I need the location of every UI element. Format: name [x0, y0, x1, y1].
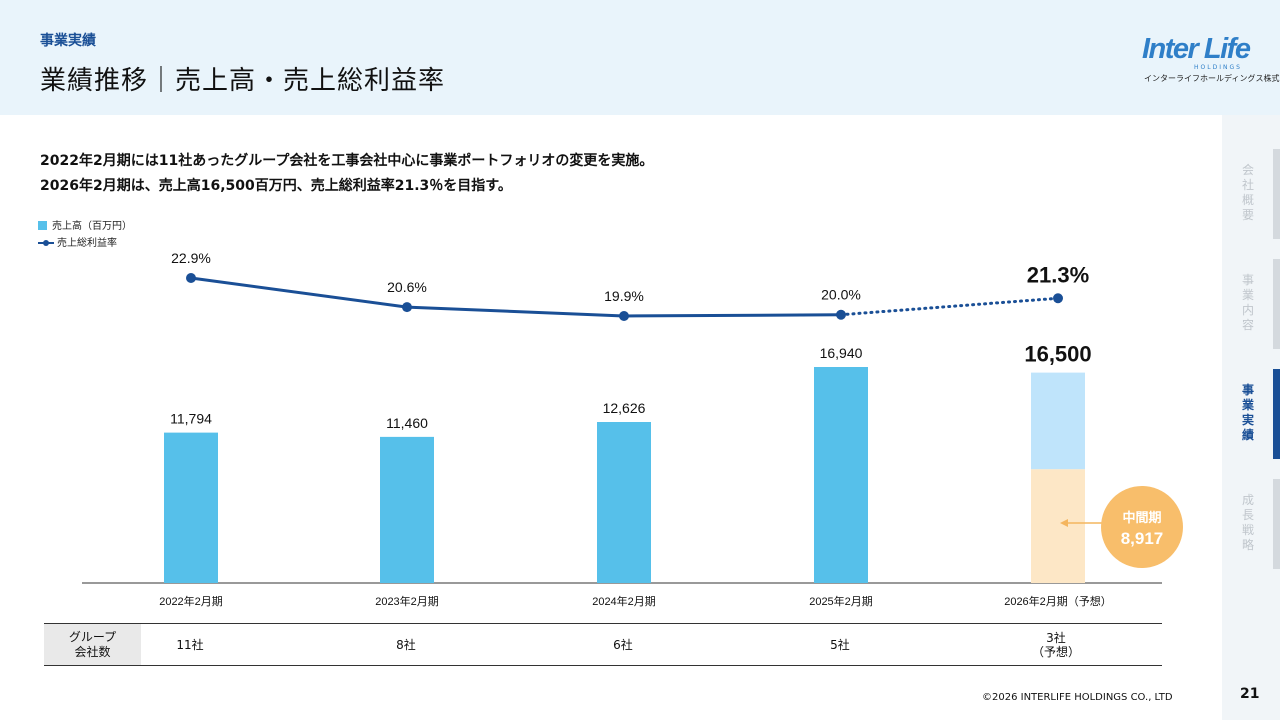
legend-item-margin: 売上総利益率 [38, 234, 117, 249]
copyright: ©2026 INTERLIFE HOLDINGS CO., LTD [982, 692, 1173, 703]
bar [164, 432, 218, 583]
table-cell: 6社 [553, 624, 693, 665]
sidebar-item-company-overview[interactable]: 会社概要 [1222, 149, 1280, 239]
table-header-group-count: グループ 会社数 [44, 624, 141, 665]
margin-point [619, 311, 629, 321]
interim-badge-title: 中間期 [1122, 510, 1161, 525]
table-cell: 11社 [120, 624, 260, 665]
sidebar-item-business[interactable]: 事業内容 [1222, 259, 1280, 349]
sidebar-item-label: 会社概要 [1241, 163, 1254, 222]
bar-forecast-interim [1031, 469, 1085, 583]
x-tick-label: 2024年2月期 [592, 594, 656, 608]
bar [597, 422, 651, 583]
table-cell: 5社 [770, 624, 910, 665]
bar-value-label: 16,940 [820, 345, 863, 361]
interim-badge [1101, 486, 1183, 568]
bar [814, 367, 868, 583]
sidebar-item-results[interactable]: 事業実績 [1222, 369, 1280, 459]
table-cell-value: 3社 （予想） [1031, 630, 1080, 659]
bar-forecast-upper [1031, 372, 1085, 470]
margin-point [1053, 293, 1063, 304]
margin-point [402, 302, 412, 313]
margin-value-label: 21.3% [1027, 262, 1089, 287]
margin-point [186, 273, 196, 283]
bar-value-label: 12,626 [603, 400, 646, 416]
sidebar-item-indicator [1273, 259, 1280, 349]
x-tick-label: 2026年2月期（予想） [1004, 594, 1112, 608]
table-cell-value: 5社 [830, 637, 850, 652]
margin-value-label: 20.6% [387, 279, 427, 295]
section-label: 事業実績 [40, 33, 96, 49]
legend-swatch-sales [38, 221, 47, 230]
table-cell-value: 11社 [176, 637, 204, 652]
logo-wordmark: Inter Life [1142, 33, 1251, 65]
legend-label-margin: 売上総利益率 [57, 238, 117, 249]
sidebar-item-label: 成長戦略 [1241, 493, 1254, 552]
margin-line-forecast [839, 296, 1060, 317]
legend-swatch-margin [38, 238, 54, 247]
intro-line-2: 2026年2月期は、売上高16,500百万円、売上総利益率21.3％を目指す。 [40, 178, 512, 194]
page-title: 業績推移｜売上高・売上総利益率 [40, 66, 446, 96]
legend-item-sales: 売上高（百万円） [38, 217, 132, 232]
bar-value-label: 11,794 [170, 411, 212, 427]
bar [380, 436, 434, 583]
x-tick-label: 2025年2月期 [809, 594, 873, 608]
sidebar-item-label: 事業内容 [1241, 273, 1254, 332]
sales-margin-chart: 11,794 2022年2月期 11,460 2023年2月期 12,626 2024年2… [82, 250, 1183, 608]
interim-badge-value: 8,917 [1121, 529, 1164, 548]
header-band: 事業実績 業績推移｜売上高・売上総利益率 Inter Life HOLDINGS… [0, 0, 1280, 115]
bar-value-label: 16,500 [1024, 342, 1091, 367]
sidebar-item-indicator [1273, 149, 1280, 239]
margin-value-label: 19.9% [604, 288, 644, 304]
margin-line-actual [190, 276, 842, 318]
logo-holdings: HOLDINGS [1194, 64, 1242, 71]
intro-line-1: 2022年2月期には11社あったグループ会社を工事会社中心に事業ポートフォリオの… [40, 153, 654, 169]
table-cell-value: 8社 [396, 637, 416, 652]
sidebar-item-growth-strategy[interactable]: 成長戦略 [1222, 479, 1280, 569]
sidebar-item-indicator [1273, 479, 1280, 569]
sidebar-item-label: 事業実績 [1241, 383, 1254, 442]
table-cell: 3社 （予想） [986, 624, 1126, 665]
page-number: 21 [1240, 686, 1260, 702]
table-header-label: グループ 会社数 [68, 629, 117, 659]
margin-value-label: 22.9% [171, 250, 211, 266]
legend-label-sales: 売上高（百万円） [52, 221, 132, 232]
interim-arrow-head [1060, 519, 1068, 527]
x-tick-label: 2022年2月期 [159, 594, 223, 608]
group-company-count-table: グループ 会社数 11社 8社 6社 5社 3社 （予想） [44, 623, 1162, 666]
section-sidebar: 会社概要 事業内容 事業実績 成長戦略 [1222, 115, 1280, 720]
margin-value-label: 20.0% [821, 287, 861, 303]
margin-point [836, 309, 846, 320]
table-cell-value: 6社 [613, 637, 633, 652]
x-tick-label: 2023年2月期 [375, 594, 439, 608]
sidebar-item-indicator [1273, 369, 1280, 459]
bar-value-label: 11,460 [386, 415, 428, 431]
table-cell: 8社 [336, 624, 476, 665]
